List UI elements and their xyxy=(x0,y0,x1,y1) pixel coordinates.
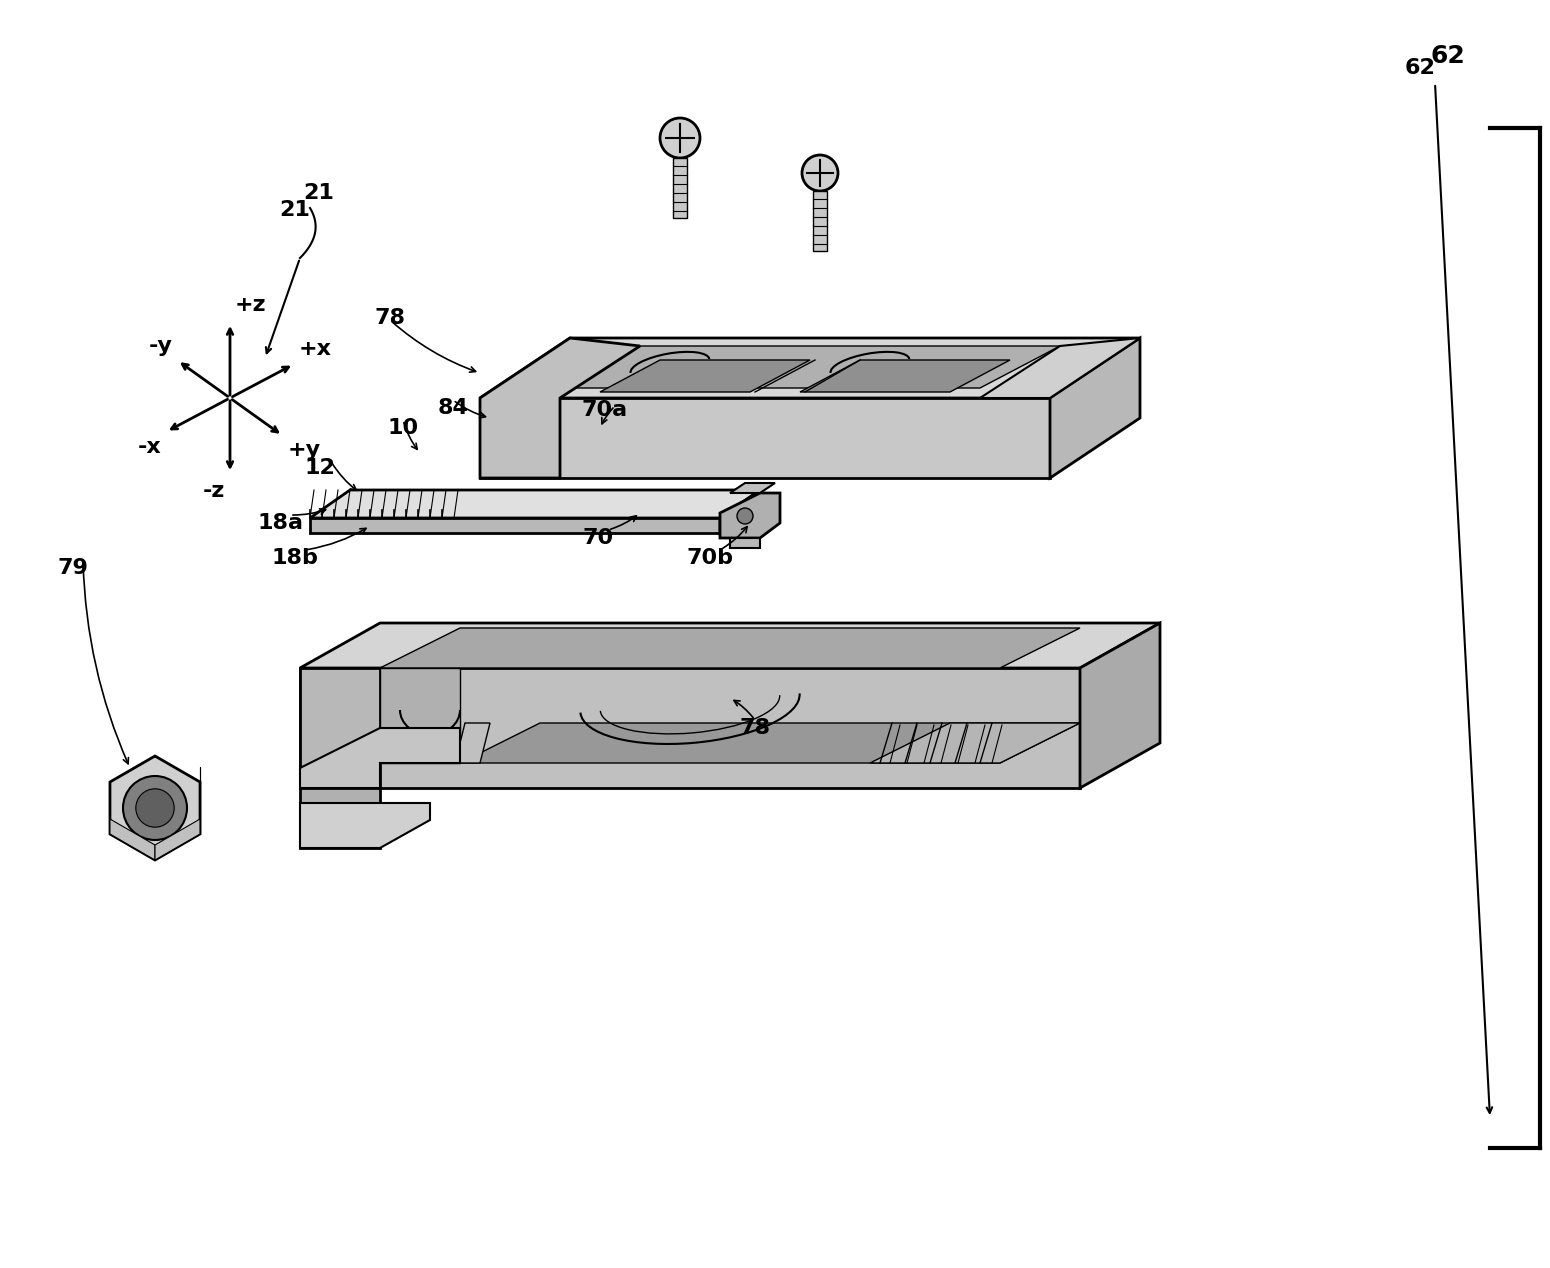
Text: 78: 78 xyxy=(375,308,406,328)
Text: +x: +x xyxy=(299,340,332,359)
Polygon shape xyxy=(730,538,760,548)
Circle shape xyxy=(660,118,701,158)
Circle shape xyxy=(801,155,839,191)
Polygon shape xyxy=(800,360,1011,392)
Polygon shape xyxy=(870,723,1080,763)
Polygon shape xyxy=(301,728,460,787)
Polygon shape xyxy=(380,628,1080,668)
Polygon shape xyxy=(1080,623,1159,787)
Text: 84: 84 xyxy=(437,398,468,418)
Polygon shape xyxy=(560,346,1060,388)
Text: 70a: 70a xyxy=(581,399,628,420)
Polygon shape xyxy=(301,787,380,848)
Text: 70: 70 xyxy=(583,527,614,548)
Polygon shape xyxy=(480,339,1139,398)
Polygon shape xyxy=(730,483,775,493)
Circle shape xyxy=(136,789,174,827)
Polygon shape xyxy=(673,158,687,218)
Text: +z: +z xyxy=(236,295,267,314)
Text: -y: -y xyxy=(149,336,172,355)
Text: 21: 21 xyxy=(279,200,310,221)
Polygon shape xyxy=(301,668,1080,787)
Text: 18b: 18b xyxy=(271,548,318,568)
Text: +y: +y xyxy=(287,440,321,460)
Circle shape xyxy=(122,776,188,839)
Text: -x: -x xyxy=(138,436,161,456)
Polygon shape xyxy=(155,819,200,860)
Text: 78: 78 xyxy=(739,718,770,738)
Polygon shape xyxy=(310,489,760,519)
Text: 18a: 18a xyxy=(257,514,302,533)
Polygon shape xyxy=(814,191,828,251)
Text: 79: 79 xyxy=(57,558,88,578)
Text: 70b: 70b xyxy=(687,548,733,568)
Circle shape xyxy=(736,508,753,524)
Text: 62: 62 xyxy=(1404,58,1435,79)
Polygon shape xyxy=(301,803,429,848)
Polygon shape xyxy=(480,339,640,478)
Polygon shape xyxy=(480,398,1049,478)
Text: 62: 62 xyxy=(1431,44,1465,68)
Polygon shape xyxy=(110,819,155,860)
Text: 10: 10 xyxy=(388,418,418,437)
Polygon shape xyxy=(456,723,490,763)
Polygon shape xyxy=(721,493,780,538)
Polygon shape xyxy=(301,623,1159,668)
Polygon shape xyxy=(310,519,721,533)
Text: 21: 21 xyxy=(302,183,333,203)
Polygon shape xyxy=(460,723,1080,763)
Polygon shape xyxy=(721,489,760,533)
Polygon shape xyxy=(301,668,380,787)
Text: -z: -z xyxy=(203,481,225,501)
Polygon shape xyxy=(600,360,811,392)
Text: 12: 12 xyxy=(304,458,335,478)
Polygon shape xyxy=(1049,339,1139,478)
Polygon shape xyxy=(380,668,460,763)
Polygon shape xyxy=(110,756,200,860)
Polygon shape xyxy=(980,339,1139,398)
